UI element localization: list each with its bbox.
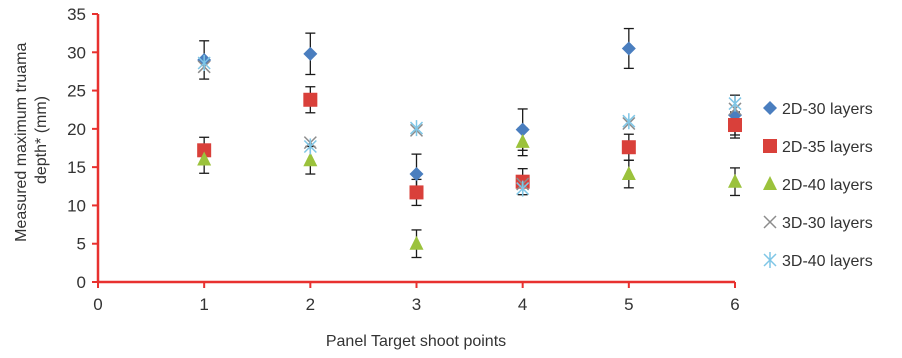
y-tick-label: 20 — [67, 120, 86, 139]
point-2d-35-layers-5 — [621, 140, 636, 155]
y-tick-label: 35 — [67, 5, 86, 24]
data-points-layer — [197, 41, 742, 250]
point-2d-30-layers-5 — [621, 41, 636, 56]
point-3d-40-layers-4 — [516, 180, 530, 197]
legend-label-3d-40-layers: 3D-40 layers — [782, 253, 873, 270]
point-2d-40-layers-3 — [409, 235, 424, 250]
point-2d-30-layers-4 — [515, 122, 530, 137]
y-tick-label: 0 — [77, 273, 86, 292]
point-2d-40-layers-4 — [515, 133, 530, 148]
y-axis-label-line-2: depth* (mm) — [33, 96, 50, 184]
legend-item-2d-30-layers: 2D-30 layers — [763, 101, 873, 118]
point-3d-40-layers-5 — [622, 113, 636, 130]
x-axis-label: Panel Target shoot points — [326, 333, 506, 350]
legend-item-3d-30-layers: 3D-30 layers — [763, 215, 873, 232]
x-tick-label: 2 — [306, 295, 315, 314]
y-tick-label: 5 — [77, 235, 86, 254]
point-2d-30-layers-2 — [303, 46, 318, 61]
legend-item-2d-40-layers: 2D-40 layers — [763, 176, 873, 194]
legend-label-2d-30-layers: 2D-30 layers — [782, 101, 873, 118]
y-tick-label: 15 — [67, 158, 86, 177]
point-3d-40-layers-3 — [409, 120, 424, 137]
legend-label-2d-40-layers: 2D-40 layers — [782, 177, 873, 194]
point-3d-40-layers-6 — [728, 95, 742, 112]
y-tick-label: 10 — [67, 196, 86, 215]
point-2d-35-layers-2 — [303, 92, 318, 107]
legend-marker-2d-30-layers — [763, 101, 777, 115]
x-tick-label: 1 — [199, 295, 208, 314]
error-bars-layer — [199, 27, 740, 259]
x-tick-label: 4 — [518, 295, 527, 314]
y-axis-label: Measured maximum truama depth* (mm) — [13, 38, 50, 242]
legend-marker-2d-35-layers — [763, 139, 777, 153]
legend-marker-3d-30-layers — [763, 215, 777, 229]
axes-layer — [92, 13, 736, 288]
tick-labels-layer: 0 5 10 15 20 25 30 35 0 1 2 3 4 5 6 — [67, 5, 740, 314]
legend-marker-2d-40-layers — [763, 176, 777, 190]
x-tick-label: 3 — [412, 295, 421, 314]
legend-item-2d-35-layers: 2D-35 layers — [763, 139, 873, 156]
x-stroke — [763, 215, 777, 229]
legend-label-3d-30-layers: 3D-30 layers — [782, 215, 873, 232]
point-2d-40-layers-5 — [621, 166, 636, 181]
x-tick-label: 5 — [624, 295, 633, 314]
point-2d-35-layers-3 — [409, 185, 424, 200]
y-axis-label-line-1: Measured maximum truama — [13, 43, 30, 242]
legend: 2D-30 layers 2D-35 layers 2D-40 layers 3D-3… — [763, 101, 873, 270]
legend-label-2d-35-layers: 2D-35 layers — [782, 139, 873, 156]
point-2d-35-layers-6 — [728, 118, 742, 133]
y-tick-label: 30 — [67, 43, 86, 62]
point-2d-40-layers-6 — [728, 173, 742, 188]
point-2d-30-layers-3 — [409, 167, 424, 182]
x-tick-label: 0 — [93, 295, 102, 314]
y-tick-label: 25 — [67, 82, 86, 101]
legend-marker-3d-40-layers — [763, 252, 777, 268]
legend-item-3d-40-layers: 3D-40 layers — [763, 252, 873, 270]
point-2d-35-layers-1 — [197, 143, 212, 158]
point-2d-40-layers-2 — [303, 152, 318, 167]
point-3d-40-layers-1 — [197, 55, 211, 72]
x-tick-label: 6 — [730, 295, 739, 314]
point-2d-40-layers-1 — [197, 151, 212, 166]
point-3d-40-layers-2 — [303, 138, 317, 155]
